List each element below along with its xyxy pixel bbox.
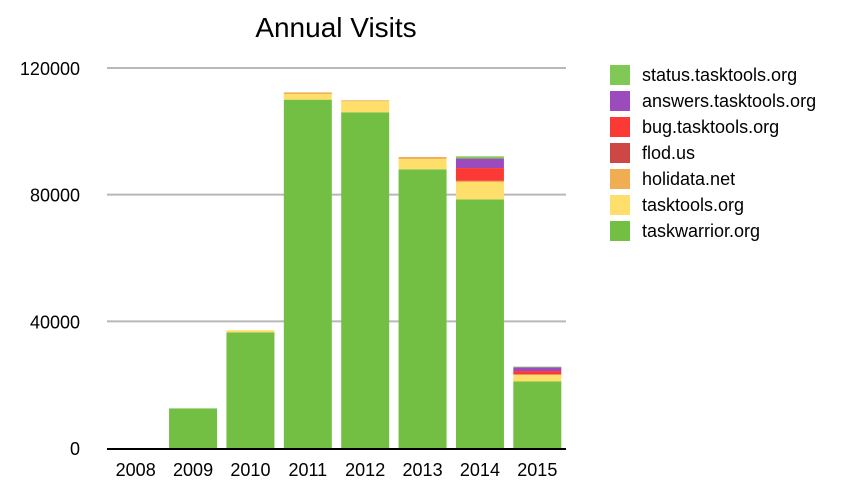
bar-segment [455, 199, 504, 448]
bar-segment [283, 93, 332, 100]
x-tick-label: 2013 [403, 460, 443, 480]
legend-swatch [610, 117, 630, 137]
bar-segment [169, 408, 218, 448]
legend: status.tasktools.org answers.tasktools.or… [610, 62, 816, 244]
legend-label: flod.us [642, 142, 696, 163]
legend-label: status.tasktools.org [642, 64, 798, 85]
legend-swatch [610, 143, 630, 163]
legend-item: answers.tasktools.org [610, 88, 816, 114]
bar-segment [455, 181, 504, 182]
bar-segment [283, 92, 332, 94]
legend-label: taskwarrior.org [642, 220, 761, 241]
bar-segment [455, 158, 504, 169]
legend-swatch [610, 65, 630, 85]
legend-label: bug.tasktools.org [642, 116, 780, 137]
chart-title: Annual Visits [255, 12, 416, 43]
x-tick-label: 2008 [116, 460, 156, 480]
legend-item: holidata.net [610, 166, 816, 192]
bar-segment [455, 156, 504, 159]
bar-segment [455, 182, 504, 200]
x-tick-labels: 2008 2009 2010 2011 2012 2013 2014 2015 [116, 460, 558, 480]
legend-item: bug.tasktools.org [610, 114, 816, 140]
x-tick-label: 2012 [345, 460, 385, 480]
y-tick-label: 0 [70, 439, 80, 459]
y-tick-label: 120000 [20, 59, 80, 79]
bars [169, 92, 562, 449]
legend-swatch [610, 169, 630, 189]
bar-segment [398, 158, 447, 170]
x-tick-label: 2011 [288, 460, 327, 480]
x-tick-label: 2009 [173, 460, 213, 480]
legend-item: status.tasktools.org [610, 62, 816, 88]
y-tick-labels: 0 40000 80000 120000 [20, 59, 80, 459]
legend-item: tasktools.org [610, 192, 816, 218]
y-tick-label: 80000 [30, 186, 80, 206]
bar-segment [283, 99, 332, 449]
bar-segment [513, 375, 562, 382]
bar-segment [513, 366, 562, 368]
bar-segment [341, 112, 390, 448]
bar-segment [398, 169, 447, 449]
bar-segment [341, 100, 390, 102]
bar-segment [398, 156, 447, 159]
bar-segment [513, 367, 562, 372]
bar-segment [513, 371, 562, 375]
legend-swatch [610, 221, 630, 241]
bar-segment [341, 101, 390, 113]
legend-item: taskwarrior.org [610, 218, 816, 244]
bar-segment [513, 374, 562, 376]
x-tick-label: 2015 [517, 460, 557, 480]
legend-label: tasktools.org [642, 194, 745, 215]
x-tick-label: 2014 [460, 460, 500, 480]
legend-label: holidata.net [642, 168, 736, 189]
y-tick-label: 40000 [30, 312, 80, 332]
legend-label: answers.tasktools.org [642, 90, 817, 111]
bar-segment [226, 332, 275, 448]
legend-swatch [610, 91, 630, 111]
x-tick-label: 2010 [230, 460, 270, 480]
legend-item: flod.us [610, 140, 816, 166]
bar-segment [455, 168, 504, 181]
bar-segment [226, 330, 275, 333]
bar-segment [513, 381, 562, 448]
legend-swatch [610, 195, 630, 215]
